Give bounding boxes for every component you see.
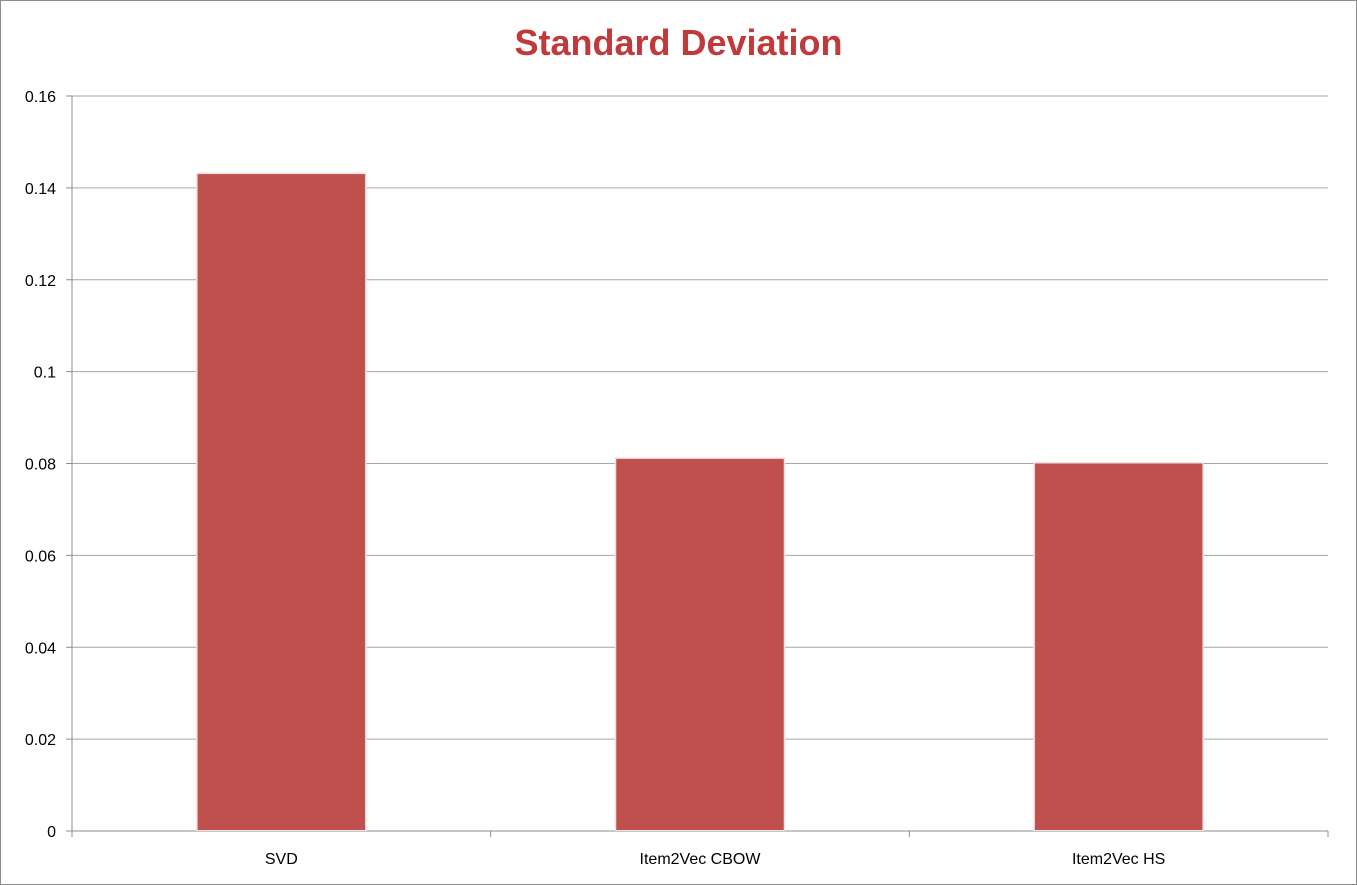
x-tick-label: Item2Vec HS bbox=[1072, 851, 1165, 868]
y-tick-label: 0.06 bbox=[25, 548, 56, 565]
x-tick-label: Item2Vec CBOW bbox=[640, 851, 762, 868]
chart-title: Standard Deviation bbox=[514, 22, 843, 63]
x-axis-tick-labels: SVD Item2Vec CBOW Item2Vec HS bbox=[265, 851, 1165, 868]
y-axis-tick-labels: 0 0.02 0.04 0.06 0.08 0.1 0.12 0.14 0.16 bbox=[25, 89, 56, 841]
bar bbox=[197, 174, 366, 830]
y-tick-label: 0 bbox=[47, 824, 56, 841]
y-tick-label: 0.16 bbox=[25, 89, 56, 106]
x-tick-label: SVD bbox=[265, 851, 298, 868]
y-tick-label: 0.02 bbox=[25, 732, 56, 749]
bar bbox=[616, 458, 784, 830]
y-tick-label: 0.14 bbox=[25, 181, 56, 198]
bars bbox=[196, 172, 1204, 831]
y-tick-label: 0.1 bbox=[34, 365, 56, 382]
bar bbox=[1034, 463, 1203, 830]
y-tick-label: 0.04 bbox=[25, 640, 56, 657]
y-tick-label: 0.12 bbox=[25, 273, 56, 290]
y-tick-label: 0.08 bbox=[25, 457, 56, 474]
